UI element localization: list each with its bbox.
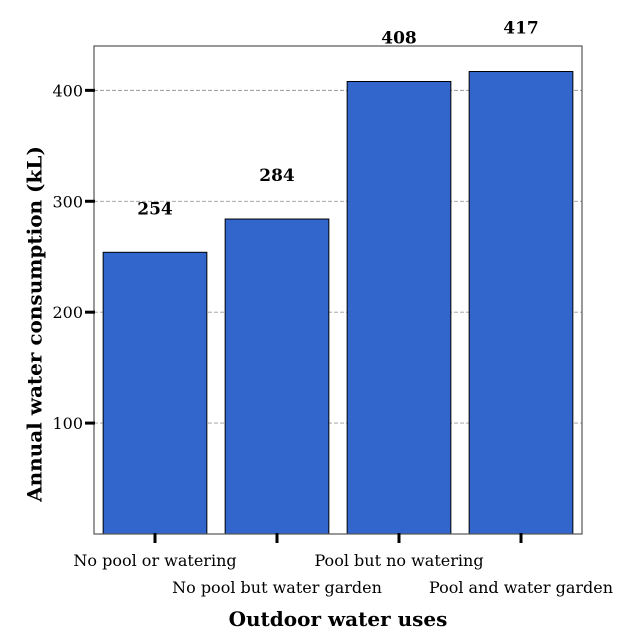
- y-tick-label: 200: [52, 303, 83, 322]
- data-label: 284: [259, 166, 295, 186]
- bar: [468, 71, 574, 535]
- category-label: Pool but no watering: [314, 551, 483, 570]
- y-tick-label: 400: [52, 81, 83, 100]
- category-label: No pool or watering: [73, 551, 236, 570]
- y-axis-ticks: 100 200 300 400: [52, 81, 95, 433]
- plot-frame: [93, 45, 583, 535]
- bar: [224, 218, 330, 535]
- y-axis-title: Annual water consumption (kL): [23, 146, 47, 503]
- data-label: 254: [137, 199, 173, 219]
- category-labels: No pool or watering No pool but water gar…: [73, 551, 613, 597]
- y-tick-label: 300: [52, 192, 83, 211]
- bar: [102, 251, 208, 535]
- data-label: 408: [381, 28, 417, 48]
- category-label: Pool and water garden: [429, 578, 613, 597]
- x-axis-ticks: [153, 533, 523, 543]
- bar: [346, 80, 452, 535]
- y-tick-label: 100: [52, 414, 83, 433]
- x-axis-title: Outdoor water uses: [229, 607, 448, 631]
- data-label: 417: [503, 19, 539, 39]
- data-labels: 254 284 408 417: [137, 19, 539, 220]
- category-label: No pool but water garden: [172, 578, 382, 597]
